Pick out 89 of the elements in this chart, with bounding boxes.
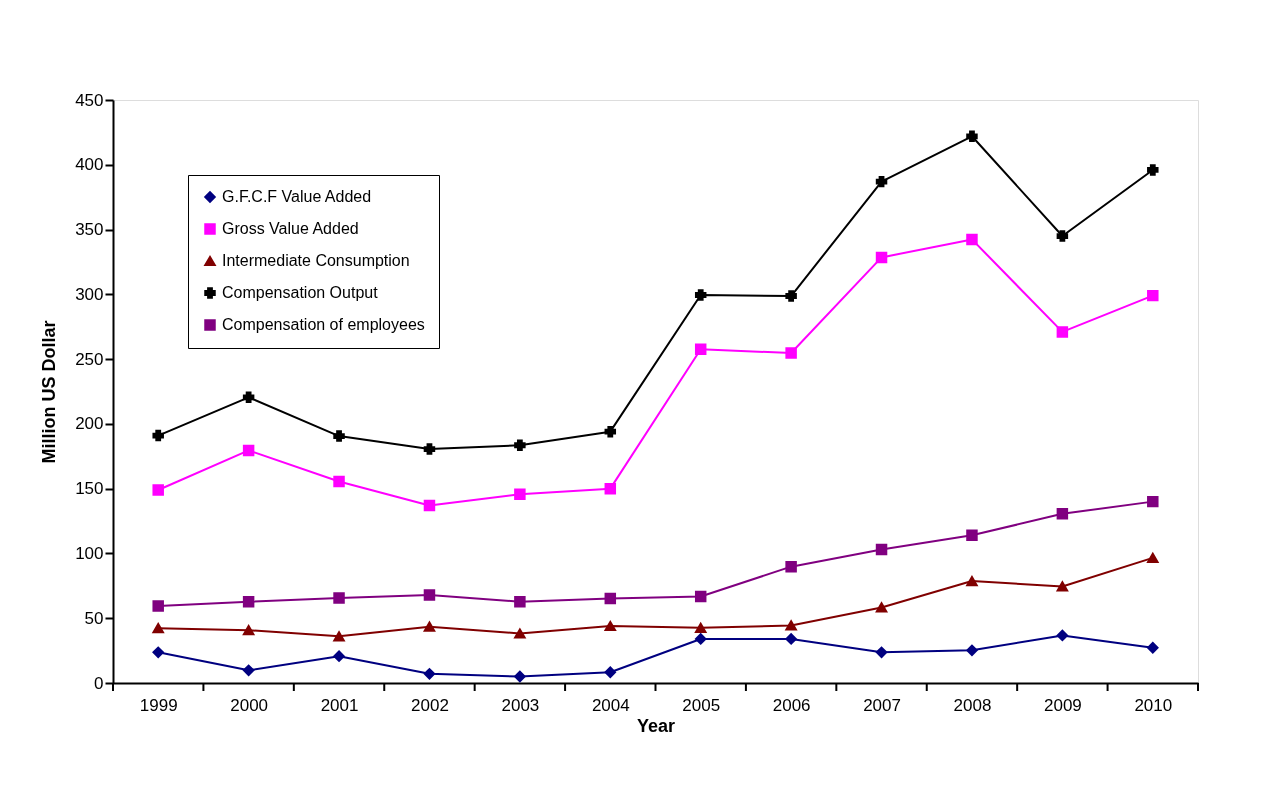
x-tick-label: 2010 [1134, 695, 1173, 715]
point [514, 628, 526, 639]
y-tick-label: 200 [75, 414, 104, 434]
point [333, 430, 345, 442]
y-tick-label: 400 [75, 155, 104, 175]
point [694, 289, 707, 301]
legend-label: Gross Value Added [222, 220, 359, 237]
point [423, 589, 436, 601]
point [514, 670, 526, 683]
x-tick-label: 2007 [863, 695, 901, 715]
point [1056, 230, 1069, 242]
x-axis-title: Year [636, 715, 676, 736]
point [1147, 552, 1159, 563]
x-tick-label: 2004 [591, 695, 630, 715]
point [333, 631, 345, 642]
legend-label: Compensation of employees [222, 316, 425, 333]
point [785, 290, 797, 302]
point [785, 633, 797, 645]
point [604, 425, 617, 438]
point [242, 391, 255, 404]
y-tick-label: 300 [75, 284, 104, 304]
y-tick-label: 0 [94, 673, 104, 693]
point [1147, 495, 1159, 508]
point [242, 596, 255, 608]
point [333, 592, 345, 604]
y-tick-label: 50 [84, 608, 104, 628]
point [333, 650, 345, 662]
point [152, 429, 164, 442]
point [152, 600, 164, 612]
x-tick-label: 2009 [1043, 695, 1082, 715]
point [875, 543, 888, 556]
x-tick-label: 2000 [230, 695, 269, 715]
point [966, 130, 978, 143]
point [875, 646, 888, 659]
point [875, 602, 888, 613]
point [1056, 508, 1069, 520]
point [694, 343, 707, 356]
x-tick-label: 1999 [139, 695, 178, 715]
point [1147, 642, 1159, 654]
point [604, 620, 617, 632]
point [152, 646, 164, 659]
point [333, 475, 345, 488]
point [1056, 629, 1069, 642]
x-tick-label: 2008 [953, 695, 992, 715]
point [966, 233, 978, 246]
point [694, 622, 707, 633]
point [604, 482, 617, 495]
point [152, 623, 164, 634]
point [694, 590, 707, 603]
point [604, 666, 617, 678]
y-tick-label: 350 [75, 220, 104, 240]
x-tick-label: 2003 [501, 695, 540, 715]
point [242, 444, 255, 457]
point [694, 633, 707, 645]
point [423, 499, 436, 512]
x-tick-label: 2001 [320, 695, 359, 715]
point [875, 251, 888, 264]
y-tick-label: 100 [75, 543, 104, 563]
point [1056, 326, 1069, 338]
point [604, 592, 617, 605]
point [152, 484, 164, 496]
point [514, 488, 526, 501]
point [514, 439, 526, 452]
point [966, 575, 978, 587]
point [785, 347, 797, 359]
y-tick-label: 150 [75, 479, 104, 499]
point [242, 625, 255, 636]
legend-label: G.F.C.F Value Added [222, 188, 372, 205]
point [423, 668, 436, 680]
point [423, 621, 436, 632]
point [1147, 289, 1159, 302]
y-tick-label: 450 [75, 90, 104, 110]
point [785, 560, 797, 573]
y-tick-label: 250 [75, 349, 104, 369]
x-tick-label: 2006 [772, 695, 811, 715]
point [242, 664, 255, 677]
legend-label: Compensation Output [222, 284, 379, 301]
point [514, 596, 526, 608]
point [875, 175, 888, 188]
x-tick-label: 2002 [411, 695, 449, 715]
point [1056, 581, 1069, 592]
point [1147, 164, 1159, 176]
point [785, 620, 797, 631]
point [423, 443, 436, 455]
y-axis-title: Million US Dollar [39, 320, 60, 464]
x-tick-label: 2005 [682, 695, 721, 715]
point [966, 529, 978, 542]
legend-label: Intermediate Consumption [222, 252, 410, 269]
point [966, 644, 978, 657]
